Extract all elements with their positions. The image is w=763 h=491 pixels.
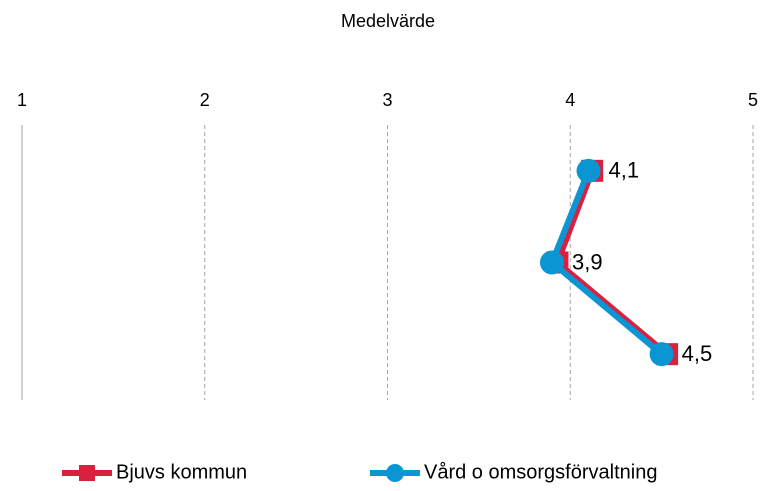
legend-label: Bjuvs kommun [116,461,247,483]
legend-marker [79,465,95,481]
legend-label: Vård o omsorgsförvaltning [424,461,657,483]
marker [539,250,564,275]
marker [576,158,601,183]
chart-title: Medelvärde [341,11,435,31]
x-tick-label: 4 [565,90,575,110]
x-tick-label: 5 [748,90,758,110]
legend-marker [386,464,404,482]
x-tick-label: 2 [200,90,210,110]
marker [649,342,674,367]
data-label: 3,9 [572,249,603,274]
x-tick-label: 1 [17,90,27,110]
x-tick-label: 3 [382,90,392,110]
data-label: 4,5 [682,341,713,366]
data-label: 4,1 [609,158,640,183]
